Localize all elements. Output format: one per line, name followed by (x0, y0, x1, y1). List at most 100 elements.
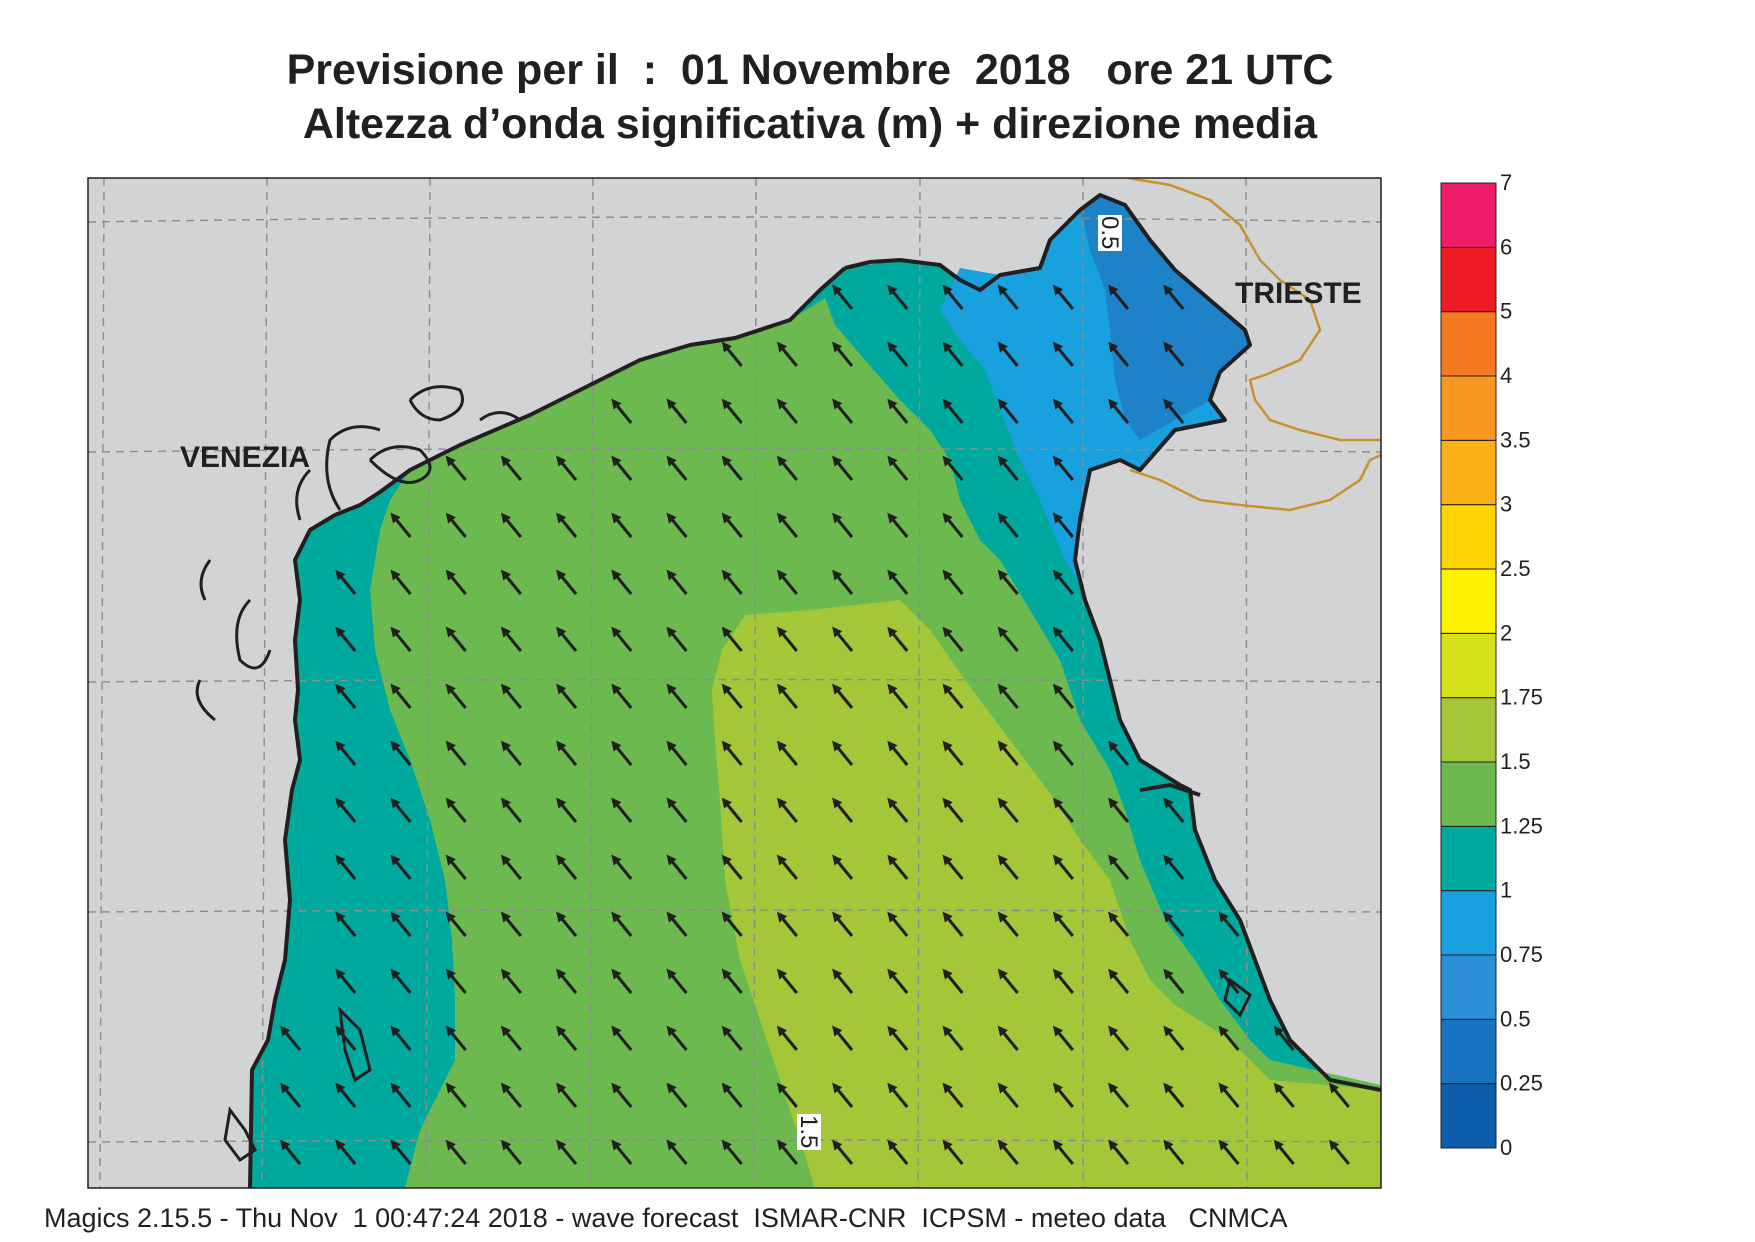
direction-arrow (776, 569, 798, 595)
legend-level-label: 3.5 (1500, 427, 1531, 452)
direction-arrow (556, 854, 578, 880)
direction-arrow (335, 569, 357, 595)
legend-level-label: 0.75 (1500, 942, 1543, 967)
direction-arrow (887, 398, 909, 424)
direction-arrow (1052, 512, 1074, 538)
direction-arrow (1052, 854, 1074, 880)
direction-arrow (390, 683, 412, 709)
legend-swatch (1440, 1083, 1497, 1149)
direction-arrow (887, 797, 909, 823)
direction-arrow (1108, 797, 1130, 823)
legend-level-label: 0.5 (1500, 1006, 1531, 1031)
direction-arrow (776, 797, 798, 823)
sea-band-0.5-0.75 (1080, 195, 1250, 440)
direction-arrow (666, 911, 688, 937)
direction-arrow (776, 1025, 798, 1051)
direction-arrow (390, 1139, 412, 1165)
city-label-venezia: VENEZIA (180, 441, 310, 474)
direction-arrow (666, 854, 688, 880)
direction-arrow (721, 683, 743, 709)
legend-level-label: 0 (1500, 1135, 1512, 1160)
direction-arrow (776, 1139, 798, 1165)
direction-arrow (666, 1025, 688, 1051)
legend-level-label: 1.5 (1500, 749, 1531, 774)
direction-arrow (1163, 1082, 1185, 1108)
direction-arrow (721, 398, 743, 424)
direction-arrow (997, 341, 1019, 367)
direction-arrow (942, 740, 964, 766)
direction-arrow (445, 569, 467, 595)
direction-arrow (666, 683, 688, 709)
legend-level-label: 4 (1500, 363, 1512, 388)
direction-arrow (556, 455, 578, 481)
direction-arrow (666, 1082, 688, 1108)
country-border (1127, 178, 1381, 442)
direction-arrow (1163, 968, 1185, 994)
direction-arrow (721, 455, 743, 481)
direction-arrow (997, 398, 1019, 424)
direction-arrow (500, 1082, 522, 1108)
direction-arrow (776, 683, 798, 709)
direction-arrow (721, 512, 743, 538)
direction-arrow (942, 284, 964, 310)
direction-arrow (390, 569, 412, 595)
direction-arrow (997, 740, 1019, 766)
direction-arrow (1163, 1139, 1185, 1165)
direction-arrow (280, 1082, 302, 1108)
direction-arrow (942, 1082, 964, 1108)
direction-arrow (1052, 968, 1074, 994)
coastline (248, 193, 1381, 1188)
contour-label-0.5: 0.5 (1096, 216, 1123, 249)
legend-swatch (1440, 246, 1497, 313)
direction-arrow (887, 284, 909, 310)
direction-arrow (1273, 1082, 1295, 1108)
direction-arrow (832, 455, 854, 481)
direction-arrow (997, 1082, 1019, 1108)
direction-arrow (611, 1139, 633, 1165)
direction-arrow (1218, 1025, 1240, 1051)
direction-arrow (1163, 284, 1185, 310)
direction-arrow (556, 683, 578, 709)
direction-arrow (611, 740, 633, 766)
direction-arrow (1108, 968, 1130, 994)
direction-arrow (390, 1082, 412, 1108)
direction-arrow (445, 512, 467, 538)
direction-arrow (997, 626, 1019, 652)
direction-arrow (280, 1025, 302, 1051)
direction-arrow (832, 341, 854, 367)
direction-arrow (1052, 1082, 1074, 1108)
direction-arrow (1163, 797, 1185, 823)
direction-arrow (445, 683, 467, 709)
forecast-title: Previsione per il : 01 Novembre 2018 ore… (286, 46, 1334, 94)
direction-arrow (335, 797, 357, 823)
direction-arrow (666, 455, 688, 481)
direction-arrow (997, 797, 1019, 823)
direction-arrow (611, 626, 633, 652)
legend-level-label: 0.25 (1500, 1071, 1543, 1096)
direction-arrow (390, 740, 412, 766)
direction-arrow (390, 512, 412, 538)
direction-arrow (500, 740, 522, 766)
direction-arrow (887, 1139, 909, 1165)
direction-arrow (445, 1139, 467, 1165)
direction-arrow (335, 911, 357, 937)
direction-arrow (887, 968, 909, 994)
direction-arrow (335, 740, 357, 766)
direction-arrow (776, 911, 798, 937)
direction-arrow (1108, 911, 1130, 937)
direction-arrow (997, 512, 1019, 538)
direction-arrow (445, 740, 467, 766)
direction-arrow (776, 512, 798, 538)
direction-arrow (1218, 1082, 1240, 1108)
legend-swatch (1440, 761, 1497, 827)
direction-arrow (887, 512, 909, 538)
direction-arrow (445, 455, 467, 481)
direction-arrow (445, 626, 467, 652)
direction-arrow (721, 1025, 743, 1051)
direction-arrow (887, 911, 909, 937)
direction-arrow (611, 911, 633, 937)
direction-arrow (390, 797, 412, 823)
direction-arrow (390, 854, 412, 880)
direction-arrow (335, 1025, 357, 1051)
direction-arrow (445, 797, 467, 823)
